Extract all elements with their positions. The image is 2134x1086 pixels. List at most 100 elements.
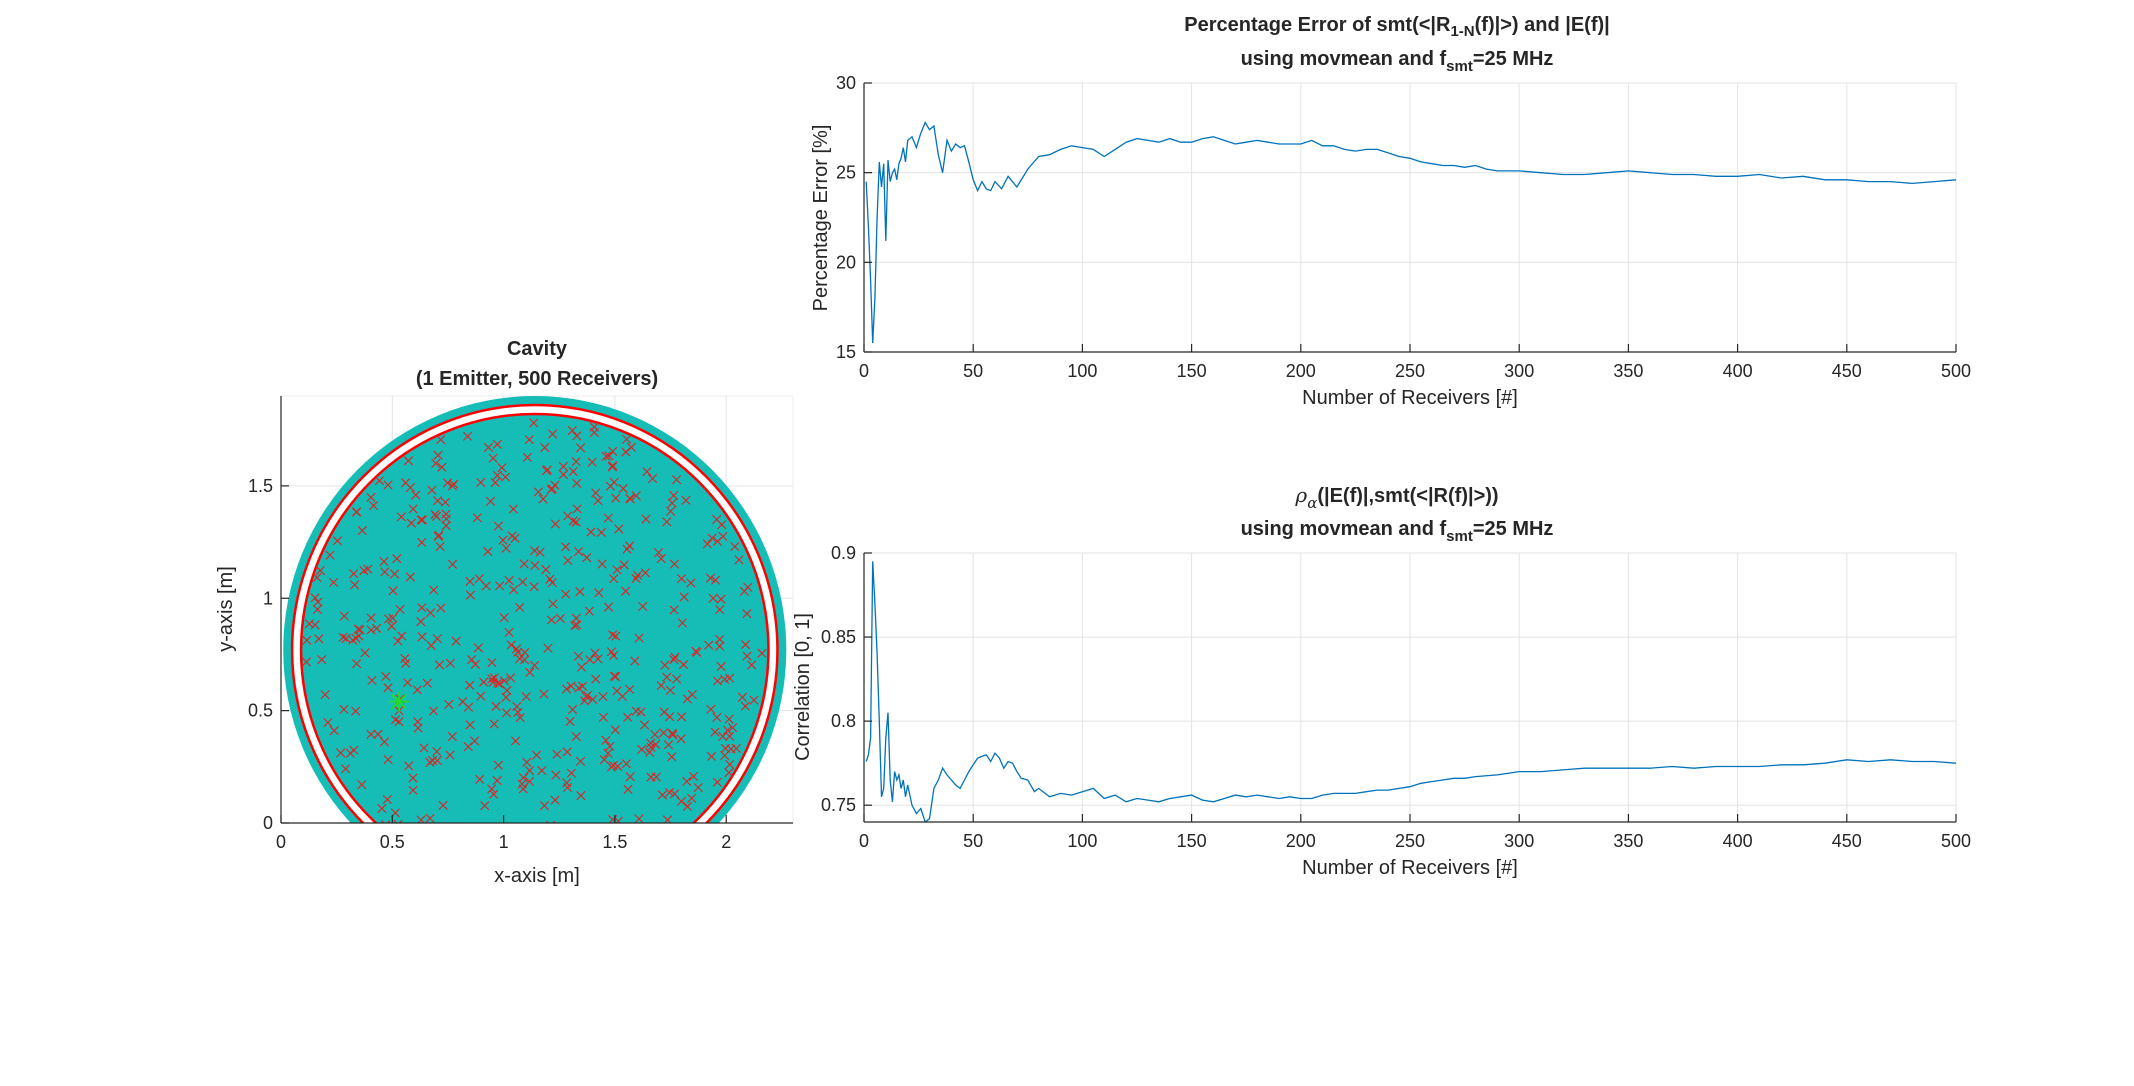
emitter-marker [388,691,409,712]
receiver-marker [550,480,560,490]
receiver-marker [608,630,618,640]
receiver-marker [492,439,502,449]
receiver-marker [626,442,636,452]
cavity-title: Cavity [507,338,568,360]
receiver-marker [445,658,455,668]
receiver-marker [483,442,494,453]
cavity-map-panel: Cavity (1 Emitter, 500 Receivers) 0 0.5 1 1… [215,338,794,887]
receiver-marker [524,765,535,776]
receiver-marker [742,651,752,661]
receiver-marker [611,672,621,682]
receiver-marker [518,784,528,794]
receiver-marker [621,447,631,457]
receiver-marker [373,729,383,739]
map-y-tick-label: 0.5 [248,701,273,721]
receiver-marker [465,680,475,690]
receiver-marker [338,632,348,642]
receiver-marker [665,712,675,722]
receiver-marker [590,648,600,658]
cavity-boundary-gap [292,405,778,823]
receiver-marker [436,603,446,613]
correlation-y-axis-label: Correlation [0, 1] [792,613,814,761]
map-y-tick-label: 1 [263,588,273,608]
receiver-marker [521,692,531,702]
correlation-subtitle-subscript: smt [1446,528,1473,545]
receiver-marker [438,800,448,810]
map-x-tick-label: 0.5 [380,832,405,852]
receiver-marker [491,701,501,711]
receiver-marker [576,662,587,672]
error-y-axis-label: Percentage Error [%] [810,125,832,312]
receiver-marker [325,550,335,560]
receiver-marker [623,784,633,794]
receiver-marker [724,768,734,778]
receiver-marker [622,434,632,444]
receiver-marker [539,801,550,811]
receiver-marker [567,425,577,436]
receiver-marker [493,521,504,531]
cavity-boundary-inner [299,412,770,823]
receiver-marker [603,513,613,523]
receiver-marker [513,647,523,657]
correlation-chart-subtitle: using movmean and fsmt=25 MHz [1241,518,1554,545]
receiver-marker [345,748,355,758]
receiver-marker [606,647,617,657]
receiver-marker [645,747,655,757]
receiver-marker [682,801,692,811]
receiver-marker [492,470,502,481]
map-plot-area [283,396,787,823]
receiver-marker [487,784,497,794]
receiver-marker [351,659,362,669]
receiver-marker [566,768,576,778]
receiver-marker [568,516,578,526]
receiver-marker [718,731,728,741]
receiver-marker [366,492,376,503]
receiver-marker [677,618,687,628]
receiver-marker [593,654,603,664]
error-title-part-2: (f)|>) and |E(f)| [1475,14,1610,36]
receiver-marker [501,543,511,553]
receiver-marker [604,451,614,461]
receiver-marker [609,671,620,681]
receiver-marker [537,765,547,776]
receiver-marker [749,695,759,705]
receiver-marker [462,431,473,441]
receiver-marker [631,573,641,584]
receiver-marker [705,573,716,583]
receiver-marker [630,656,640,666]
receiver-marker [567,704,578,715]
receiver-marker [740,701,750,711]
receiver-marker [428,755,438,766]
receiver-marker [686,578,696,588]
error-chart-subtitle: using movmean and fsmt=25 MHz [1241,48,1554,75]
receiver-marker [508,504,518,514]
receiver-marker [357,780,367,790]
receiver-marker [501,692,511,702]
receiver-marker [451,636,461,646]
correlation-x-tick-label: 50 [963,831,983,851]
receiver-marker [618,484,628,494]
error-x-tick-label: 200 [1286,361,1316,381]
receiver-marker [594,588,604,598]
receiver-marker [613,816,623,823]
receiver-marker [625,772,635,782]
receiver-marker [571,517,581,527]
receiver-marker [625,684,635,695]
receiver-marker [725,731,735,741]
receiver-marker [359,566,369,576]
error-y-tick-label: 20 [836,252,856,272]
error-x-tick-label: 350 [1613,361,1643,381]
receiver-marker [712,712,722,723]
receiver-marker [672,674,682,684]
receiver-marker [545,574,555,584]
receiver-marker [587,457,597,467]
error-plot-area [865,121,1956,344]
receiver-marker [572,478,582,488]
receiver-marker [682,776,692,787]
receiver-marker [550,795,560,805]
correlation-subtitle-part-2: =25 MHz [1473,518,1554,540]
correlation-x-axis-label: Number of Receivers [#] [1302,857,1518,879]
receiver-marker [610,725,620,735]
receiver-marker [499,676,510,686]
receiver-marker [669,605,679,615]
